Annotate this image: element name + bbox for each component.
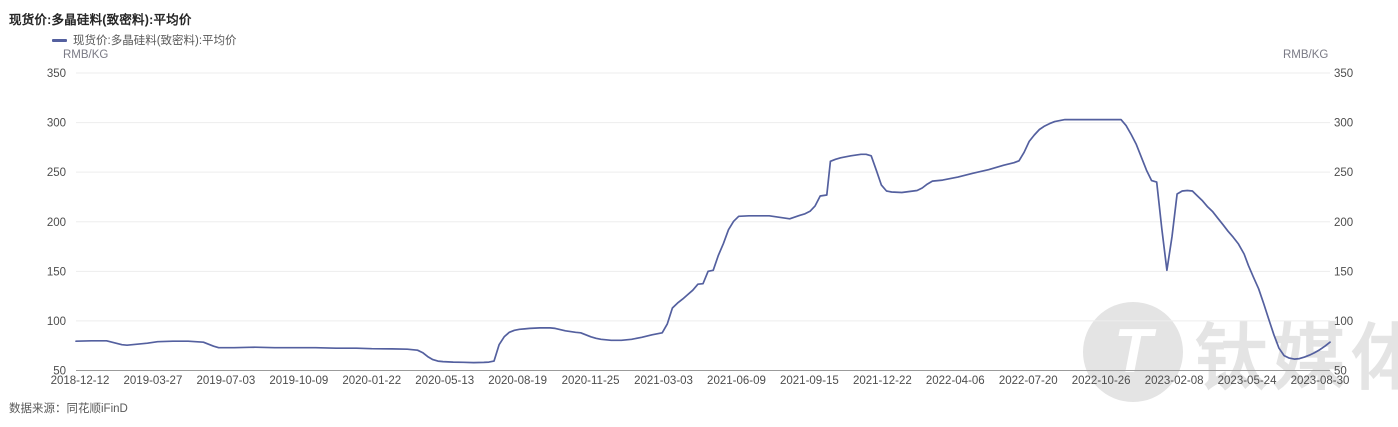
legend-item[interactable]: 现货价:多晶硅料(致密料):平均价 (52, 32, 237, 48)
y-axis-tick-label-right: 50 (1334, 366, 1347, 378)
y-axis-tick-label-left: 150 (47, 266, 66, 278)
y-axis-tick-label-left: 100 (47, 316, 66, 328)
y-axis-tick-label-right: 300 (1334, 118, 1353, 130)
x-axis-tick-label: 2020-11-25 (562, 375, 620, 387)
y-axis-unit-left: RMB/KG (63, 49, 109, 61)
x-axis-tick-label: 2019-10-09 (269, 375, 328, 387)
legend-label: 现货价:多晶硅料(致密料):平均价 (73, 35, 237, 47)
y-axis-tick-label-right: 150 (1334, 266, 1353, 278)
x-axis-tick-label: 2023-08-30 (1291, 375, 1350, 387)
y-axis-tick-label-left: 250 (47, 167, 66, 179)
x-axis-tick-label: 2019-07-03 (196, 375, 255, 387)
y-axis-unit-right: RMB/KG (1283, 49, 1329, 61)
x-axis-tick-label: 2019-03-27 (124, 375, 183, 387)
y-axis-tick-label-left: 350 (47, 68, 66, 80)
x-axis-tick-label: 2020-05-13 (415, 375, 474, 387)
x-axis-tick-label: 2020-08-19 (488, 375, 547, 387)
x-axis-tick-label: 2021-09-15 (780, 375, 839, 387)
legend-line-swatch (52, 38, 67, 42)
x-axis-tick-label: 2022-07-20 (999, 375, 1058, 387)
x-axis-tick-label: 2023-05-24 (1218, 375, 1277, 387)
x-axis-tick-label: 2021-06-09 (707, 375, 766, 387)
x-axis-tick-label: 2022-10-26 (1072, 375, 1131, 387)
y-axis-tick-label-left: 200 (47, 217, 66, 229)
x-axis-tick-label: 2022-04-06 (926, 375, 985, 387)
x-axis-tick-label: 2021-03-03 (634, 375, 693, 387)
x-axis-tick-label: 2021-12-22 (853, 375, 912, 387)
y-axis-tick-label-right: 100 (1334, 316, 1353, 328)
y-axis-tick-label-right: 250 (1334, 167, 1353, 179)
y-axis-tick-label-left: 300 (47, 118, 66, 130)
y-axis-tick-label-right: 200 (1334, 217, 1353, 229)
x-axis-tick-label: 2023-02-08 (1145, 375, 1204, 387)
y-axis-tick-label-left: 50 (53, 366, 66, 378)
y-axis-tick-label-right: 350 (1334, 68, 1353, 80)
page-title: 现货价:多晶硅料(致密料):平均价 (9, 13, 192, 27)
data-source-note: 数据来源：同花顺iFinD (9, 403, 128, 415)
price-line-series (75, 118, 1331, 364)
x-axis-tick-label: 2018-12-12 (51, 375, 110, 387)
x-axis-tick-label: 2020-01-22 (342, 375, 401, 387)
